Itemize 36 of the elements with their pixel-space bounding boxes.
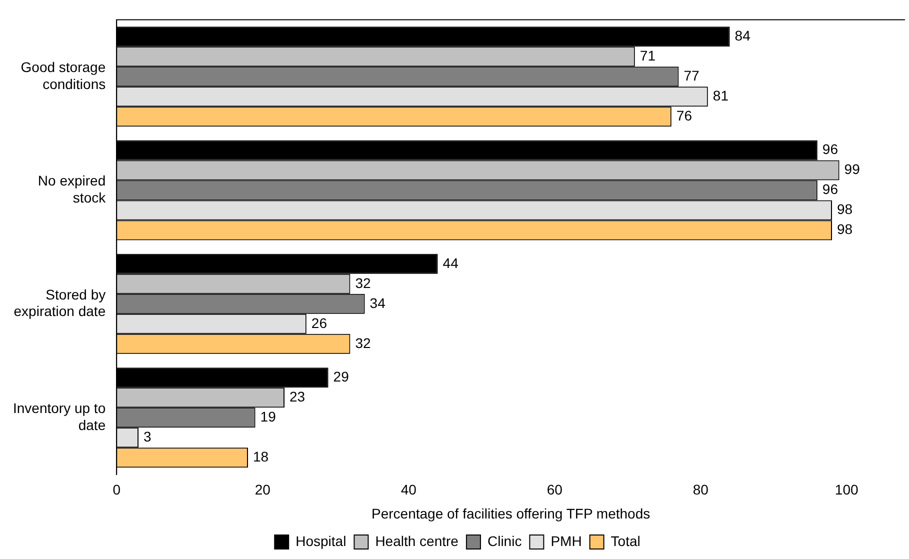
data-label: 44 [442,254,459,271]
data-label: 96 [822,181,838,198]
data-label: 98 [837,221,853,238]
y-tick-label: Good storage conditions [20,59,106,92]
legend-label: PMH [550,532,582,549]
data-label: 84 [734,27,751,44]
data-label: 26 [311,314,328,331]
y-tick-label: Inventory up to date [12,400,106,433]
data-label: 81 [712,87,729,104]
x-axis-title: Percentage of facilities offering TFP methods [372,505,650,522]
data-label: 71 [640,47,656,64]
y-tick-label: No expired stock [38,172,107,206]
data-label: 32 [355,334,371,351]
data-label: 34 [370,294,386,311]
legend-label: Clinic [487,532,522,549]
x-tick-label: 80 [692,482,709,498]
data-label: 23 [290,388,306,404]
data-label: 29 [333,368,350,384]
x-tick-label: 60 [546,482,563,498]
data-label: 76 [676,107,692,124]
x-tick-label: 0 [112,482,121,498]
data-label: 3 [144,428,152,444]
x-tick-label: 20 [254,482,271,498]
legend-label: Hospital [296,532,346,549]
legend-label: Total [610,532,640,549]
y-tick-label: Stored by expiration date [14,286,106,320]
data-label: 32 [355,274,371,291]
data-label: 98 [837,201,853,218]
x-tick-label: 40 [400,482,417,498]
data-label: 18 [253,448,269,464]
legend-label: Health centre [375,532,459,549]
data-label: 96 [822,141,838,158]
x-tick-label: 100 [834,482,858,498]
data-label: 99 [844,161,860,178]
data-label: 19 [260,408,276,424]
data-label: 77 [684,67,700,84]
